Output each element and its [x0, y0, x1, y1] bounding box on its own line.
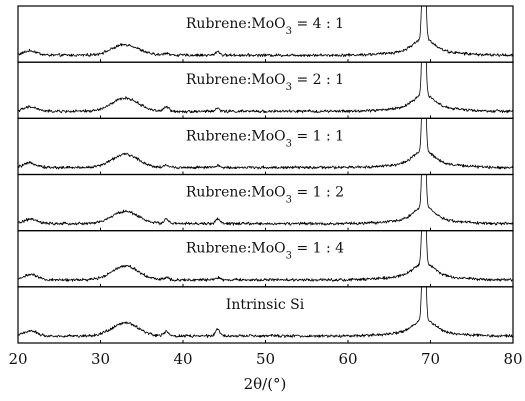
panel-frame: [17, 286, 514, 344]
x-tick-label: 20: [8, 350, 27, 368]
panel-label: Rubrene:MoO3 = 4 : 1: [186, 16, 344, 37]
series-line: [18, 6, 513, 58]
panel-label: Rubrene:MoO3 = 1 : 1: [186, 128, 344, 149]
panel-label: Intrinsic Si: [226, 297, 305, 313]
x-tick-label: 60: [338, 350, 357, 368]
panel-4: Rubrene:MoO3 = 1 : 2: [17, 173, 514, 232]
x-tick-label: 70: [421, 350, 440, 368]
panel-label: Rubrene:MoO3 = 1 : 4: [186, 241, 344, 262]
x-tick-label: 80: [503, 350, 522, 368]
panel-frame: [17, 173, 514, 232]
panel-6: Intrinsic Si: [17, 286, 514, 344]
x-tick-label: 50: [256, 350, 275, 368]
x-tick-label: 40: [173, 350, 192, 368]
panel-label: Rubrene:MoO3 = 1 : 2: [186, 185, 344, 206]
x-tick-label: 30: [91, 350, 110, 368]
panel-1: Rubrene:MoO3 = 4 : 1: [17, 5, 514, 63]
series-line: [18, 118, 513, 170]
series-line: [18, 62, 513, 114]
panel-2: Rubrene:MoO3 = 2 : 1: [17, 61, 514, 119]
x-axis: 20 30 40 50 60 70 80: [8, 350, 522, 368]
series-line: [18, 174, 513, 226]
x-axis-title: 2θ/(°): [244, 375, 287, 393]
panel-frame: [17, 117, 514, 176]
panel-label: Rubrene:MoO3 = 2 : 1: [186, 72, 344, 93]
panel-5: Rubrene:MoO3 = 1 : 4: [17, 230, 514, 288]
series-line: [18, 286, 513, 338]
series-line: [18, 230, 513, 282]
panel-3: Rubrene:MoO3 = 1 : 1: [17, 117, 514, 176]
panels-layer: Rubrene:MoO3 = 4 : 1 Rubrene:MoO3 = 2 : 1…: [17, 5, 514, 344]
